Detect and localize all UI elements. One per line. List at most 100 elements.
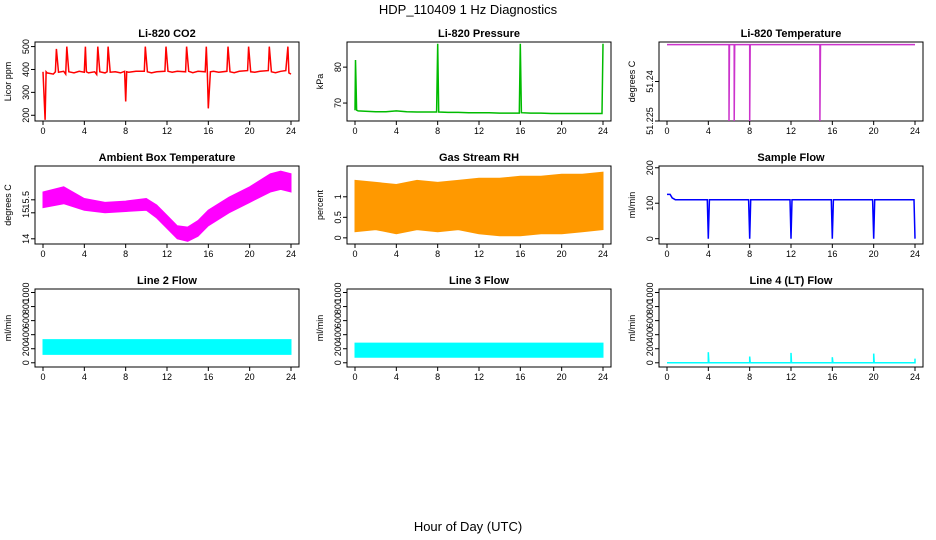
y-axis-label: degrees C: [3, 184, 13, 226]
series-line: [667, 352, 916, 364]
y-tick-label: 0: [333, 235, 343, 240]
series-band: [354, 171, 604, 237]
chart-panel: Ambient Box Temperature degrees C 0 4 8 12 16 2…: [3, 152, 300, 259]
y-tick-label: 400: [21, 62, 31, 77]
x-tick-label: 8: [747, 126, 752, 136]
y-axis-label: percent: [315, 189, 325, 220]
x-tick-label: 16: [827, 372, 837, 382]
x-tick-label: 8: [435, 372, 440, 382]
x-tick-label: 24: [598, 372, 608, 382]
series-band: [42, 170, 292, 242]
chart-panel: Li-820 Temperature degrees C 0 4 8 12 16 20 24 51…: [627, 28, 924, 136]
x-tick-label: 4: [706, 126, 711, 136]
x-tick-label: 12: [786, 372, 796, 382]
x-tick-label: 0: [352, 126, 357, 136]
x-tick-label: 8: [123, 372, 128, 382]
panel-title: Li-820 Temperature: [741, 28, 842, 40]
x-tick-label: 20: [245, 249, 255, 259]
x-tick-label: 16: [203, 249, 213, 259]
figure-title: HDP_110409 1 Hz Diagnostics: [379, 2, 558, 17]
plot-frame: [34, 288, 300, 368]
x-tick-label: 24: [598, 126, 608, 136]
x-tick-label: 4: [394, 249, 399, 259]
x-tick-label: 16: [203, 372, 213, 382]
plot-frame: [658, 41, 924, 122]
y-axis-label: ml/min: [3, 315, 13, 342]
y-tick-label: 600: [645, 313, 655, 328]
chart-panel: Sample Flow ml/min 0 4 8 12 16 20 24 0 100 200: [627, 152, 924, 259]
y-tick-label: 0.5: [333, 211, 343, 224]
x-tick-label: 12: [786, 126, 796, 136]
figure-x-axis-label: Hour of Day (UTC): [414, 519, 522, 534]
y-tick-label: 0: [333, 360, 343, 365]
y-tick-label: 600: [21, 313, 31, 328]
y-tick-label: 200: [21, 341, 31, 356]
panel-title: Li-820 CO2: [138, 28, 195, 40]
series-line: [354, 43, 604, 115]
panel-title: Line 4 (LT) Flow: [750, 275, 833, 287]
x-tick-label: 8: [123, 249, 128, 259]
y-axis-label: ml/min: [627, 192, 637, 219]
x-tick-label: 20: [245, 126, 255, 136]
x-tick-label: 12: [162, 249, 172, 259]
x-tick-label: 24: [598, 249, 608, 259]
y-tick-label: 1: [333, 194, 343, 199]
x-tick-label: 20: [869, 249, 879, 259]
x-tick-label: 4: [706, 372, 711, 382]
y-tick-label: 600: [333, 313, 343, 328]
y-tick-label: 200: [333, 341, 343, 356]
x-tick-label: 16: [515, 249, 525, 259]
x-tick-label: 0: [664, 372, 669, 382]
x-tick-label: 0: [40, 126, 45, 136]
x-tick-label: 4: [82, 372, 87, 382]
y-axis-label: ml/min: [315, 315, 325, 342]
y-tick-label: 200: [645, 341, 655, 356]
panel-title: Sample Flow: [757, 152, 825, 164]
series-band: [42, 339, 292, 355]
y-tick-label: 51.24: [645, 70, 655, 93]
series-line: [42, 46, 292, 120]
y-tick-label: 400: [21, 327, 31, 342]
x-tick-label: 4: [82, 249, 87, 259]
x-tick-label: 16: [515, 126, 525, 136]
y-tick-label: 15: [21, 208, 31, 218]
y-tick-label: 0: [645, 360, 655, 365]
y-tick-label: 15.5: [21, 191, 31, 209]
chart-panel: Li-820 Pressure kPa 0 4 8 12 16 20 24 70 80: [315, 28, 612, 136]
y-tick-label: 100: [645, 196, 655, 211]
x-tick-label: 12: [786, 249, 796, 259]
plot-frame: [346, 41, 612, 122]
series-line: [667, 193, 916, 239]
y-axis-label: degrees C: [627, 60, 637, 102]
chart-panel: Line 2 Flow ml/min 0 4 8 12 16 20 24 0 20040060080…: [3, 275, 300, 382]
panel-title: Li-820 Pressure: [438, 28, 520, 40]
panel-title: Ambient Box Temperature: [99, 152, 236, 164]
x-tick-label: 20: [869, 126, 879, 136]
y-tick-label: 200: [645, 160, 655, 175]
y-tick-label: 400: [333, 327, 343, 342]
y-tick-label: 200: [21, 108, 31, 123]
x-tick-label: 24: [286, 249, 296, 259]
x-tick-label: 24: [286, 126, 296, 136]
x-tick-label: 4: [706, 249, 711, 259]
y-tick-label: 400: [645, 327, 655, 342]
chart-panel: Gas Stream RH percent 0 4 8 12 16 20 24 0 0.5 1: [315, 152, 612, 259]
x-tick-label: 8: [747, 249, 752, 259]
x-tick-label: 16: [515, 372, 525, 382]
x-tick-label: 12: [474, 249, 484, 259]
x-tick-label: 24: [910, 249, 920, 259]
x-tick-label: 0: [40, 372, 45, 382]
y-tick-label: 800: [21, 299, 31, 314]
x-tick-label: 24: [286, 372, 296, 382]
x-tick-label: 8: [435, 126, 440, 136]
x-tick-label: 0: [664, 249, 669, 259]
x-tick-label: 12: [474, 126, 484, 136]
x-tick-label: 0: [40, 249, 45, 259]
y-tick-label: 300: [21, 85, 31, 100]
panel-title: Line 3 Flow: [449, 275, 509, 287]
x-tick-label: 16: [827, 249, 837, 259]
chart-panel: Li-820 CO2 Licor ppm 0 4 8 12 16 20 24 200 300 400 5…: [3, 28, 300, 136]
x-tick-label: 8: [123, 126, 128, 136]
